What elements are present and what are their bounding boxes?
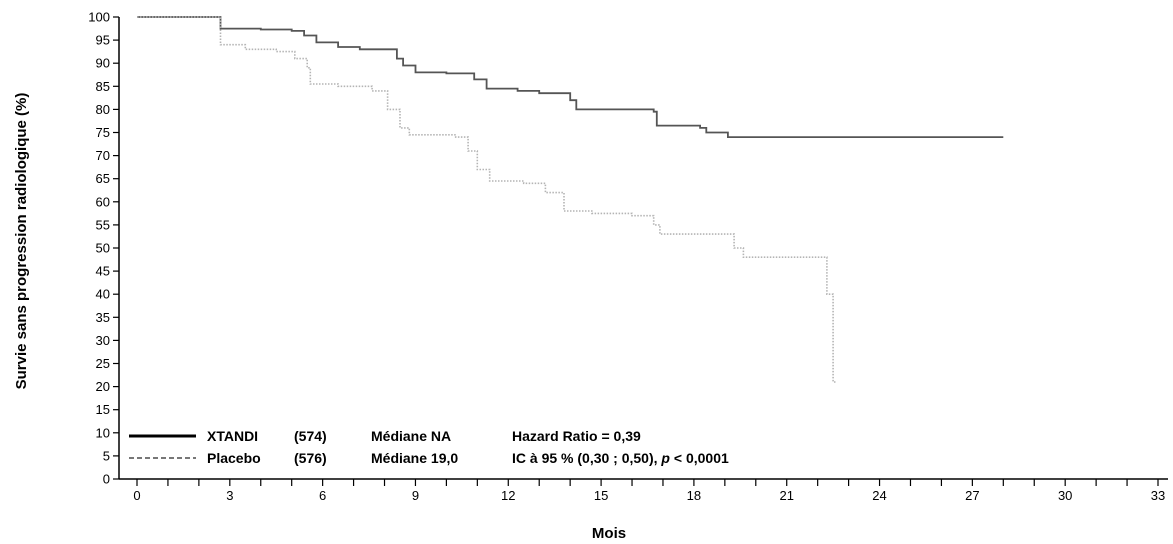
y-tick-label: 60 [96, 194, 110, 209]
legend-median-placebo: Médiane 19,0 [371, 450, 458, 466]
y-tick-label: 50 [96, 241, 110, 256]
x-tick-label: 0 [133, 488, 140, 503]
y-tick-label: 100 [88, 10, 110, 25]
legend-name-xtandi: XTANDI [207, 428, 258, 444]
x-tick-label: 30 [1058, 488, 1072, 503]
y-tick-label: 25 [96, 356, 110, 371]
y-tick-label: 0 [103, 472, 110, 487]
y-axis-label: Survie sans progression radiologique (%) [13, 93, 30, 390]
x-tick-label: 33 [1151, 488, 1165, 503]
x-tick-label: 15 [594, 488, 608, 503]
p-value: < 0,0001 [674, 450, 729, 466]
y-tick-label: 95 [96, 33, 110, 48]
legend-n-xtandi: (574) [294, 428, 327, 444]
y-tick-label: 30 [96, 333, 110, 348]
x-axis-label: Mois [592, 525, 626, 542]
y-tick-label: 45 [96, 264, 110, 279]
y-tick-label: 85 [96, 79, 110, 94]
legend-median-xtandi: Médiane NA [371, 428, 451, 444]
legend: XTANDI (574) Médiane NA Hazard Ratio = 0… [129, 428, 729, 466]
y-tick-label: 70 [96, 148, 110, 163]
confidence-interval-text: IC à 95 % (0,30 ; 0,50), p < 0,0001 [512, 450, 729, 466]
x-axis: 0 3 6 9 12 15 18 21 24 27 30 33 [119, 478, 1168, 503]
y-tick-label: 5 [103, 448, 110, 463]
y-tick-label: 55 [96, 217, 110, 232]
y-tick-label: 10 [96, 425, 110, 440]
legend-name-placebo: Placebo [207, 450, 261, 466]
x-tick-label: 9 [412, 488, 419, 503]
hazard-ratio-text: Hazard Ratio = 0,39 [512, 428, 641, 444]
x-tick-label: 24 [872, 488, 886, 503]
y-tick-label: 35 [96, 310, 110, 325]
x-tick-label: 12 [501, 488, 515, 503]
x-tick-label: 18 [687, 488, 701, 503]
x-tick-label: 21 [779, 488, 793, 503]
y-tick-label: 65 [96, 171, 110, 186]
ci-prefix: IC à 95 % (0,30 ; 0,50), [512, 450, 658, 466]
legend-n-placebo: (576) [294, 450, 327, 466]
y-tick-label: 40 [96, 287, 110, 302]
y-tick-label: 90 [96, 56, 110, 71]
x-tick-label: 27 [965, 488, 979, 503]
y-tick-label: 20 [96, 379, 110, 394]
curve-placebo [137, 16, 837, 383]
y-tick-label: 75 [96, 125, 110, 140]
survival-curves [137, 16, 1004, 383]
x-tick-label: 3 [226, 488, 233, 503]
y-tick-label: 15 [96, 402, 110, 417]
x-tick-label: 6 [319, 488, 326, 503]
y-tick-label: 80 [96, 102, 110, 117]
y-axis: 0 5 10 15 20 25 30 35 40 45 50 55 60 65 70 75 80 85 90 95 10… [88, 10, 120, 487]
curve-xtandi [137, 16, 1004, 138]
p-symbol: p [660, 450, 670, 466]
